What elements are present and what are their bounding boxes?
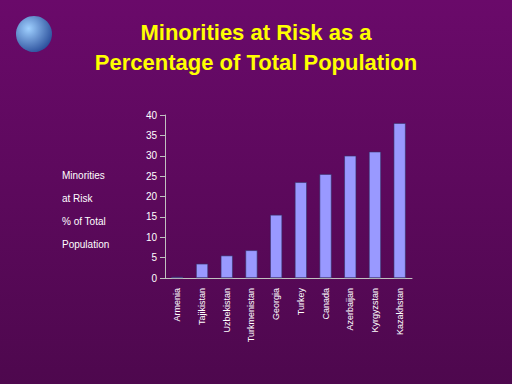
- svg-text:15: 15: [146, 211, 158, 222]
- svg-text:Tajikistan: Tajikistan: [197, 288, 207, 325]
- svg-text:Minorities at Risk as a: Minorities at Risk as a: [140, 20, 372, 45]
- svg-text:Kazakhstan: Kazakhstan: [395, 288, 405, 335]
- svg-text:Kyrgyzstan: Kyrgyzstan: [370, 288, 380, 333]
- svg-text:Population: Population: [62, 239, 109, 250]
- svg-text:Turkmenistan: Turkmenistan: [246, 288, 256, 342]
- svg-text:35: 35: [146, 130, 158, 141]
- svg-text:5: 5: [151, 252, 157, 263]
- svg-text:Armenia: Armenia: [172, 288, 182, 322]
- svg-text:10: 10: [146, 232, 158, 243]
- svg-text:Azerbaijan: Azerbaijan: [345, 288, 355, 331]
- svg-text:30: 30: [146, 150, 158, 161]
- svg-text:0: 0: [151, 273, 157, 284]
- svg-text:% of Total: % of Total: [62, 216, 106, 227]
- svg-text:40: 40: [146, 110, 158, 121]
- svg-text:Minorities: Minorities: [62, 170, 105, 181]
- svg-text:Turkey: Turkey: [296, 288, 306, 316]
- svg-text:25: 25: [146, 171, 158, 182]
- svg-text:Uzbekistan: Uzbekistan: [222, 288, 232, 333]
- svg-text:Canada: Canada: [321, 288, 331, 320]
- svg-text:Georgia: Georgia: [271, 288, 281, 320]
- svg-text:Percentage of Total Population: Percentage of Total Population: [95, 50, 417, 75]
- svg-text:20: 20: [146, 191, 158, 202]
- svg-text:at Risk: at Risk: [62, 193, 94, 204]
